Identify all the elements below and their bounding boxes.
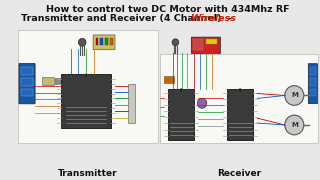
Circle shape (285, 86, 304, 105)
Circle shape (179, 89, 183, 93)
Bar (21, 78, 33, 86)
Bar (160, 54, 318, 143)
Circle shape (78, 38, 86, 46)
Bar (309, 78, 316, 86)
Bar (61, 74, 111, 128)
Circle shape (84, 74, 88, 78)
Bar (21, 67, 33, 75)
Text: Wireless: Wireless (191, 14, 237, 23)
FancyBboxPatch shape (19, 64, 35, 104)
Circle shape (285, 115, 304, 135)
Bar (309, 67, 316, 75)
Bar (105, 38, 108, 45)
FancyBboxPatch shape (308, 64, 317, 104)
Bar (128, 84, 135, 123)
Bar (194, 39, 203, 50)
Bar (168, 89, 195, 140)
Bar (164, 76, 173, 83)
Text: Transmitter and Receiver (4 Channel)  -: Transmitter and Receiver (4 Channel) - (21, 14, 235, 23)
Bar (110, 38, 113, 45)
Text: Transmitter: Transmitter (58, 169, 118, 178)
Text: How to control two DC Motor with 434Mhz RF: How to control two DC Motor with 434Mhz … (46, 5, 290, 14)
FancyBboxPatch shape (191, 37, 220, 53)
Bar (95, 38, 98, 45)
Bar (18, 30, 158, 143)
Bar (227, 89, 253, 140)
Bar (21, 89, 33, 96)
Text: M: M (291, 122, 298, 128)
Circle shape (172, 39, 179, 46)
Bar (206, 39, 217, 44)
Bar (100, 38, 103, 45)
Bar (42, 77, 54, 85)
Circle shape (238, 89, 242, 93)
FancyBboxPatch shape (93, 35, 115, 50)
Text: Receiver: Receiver (217, 169, 261, 178)
Bar (309, 89, 316, 96)
Bar (55, 78, 60, 84)
Text: M: M (291, 93, 298, 98)
Circle shape (197, 98, 207, 108)
